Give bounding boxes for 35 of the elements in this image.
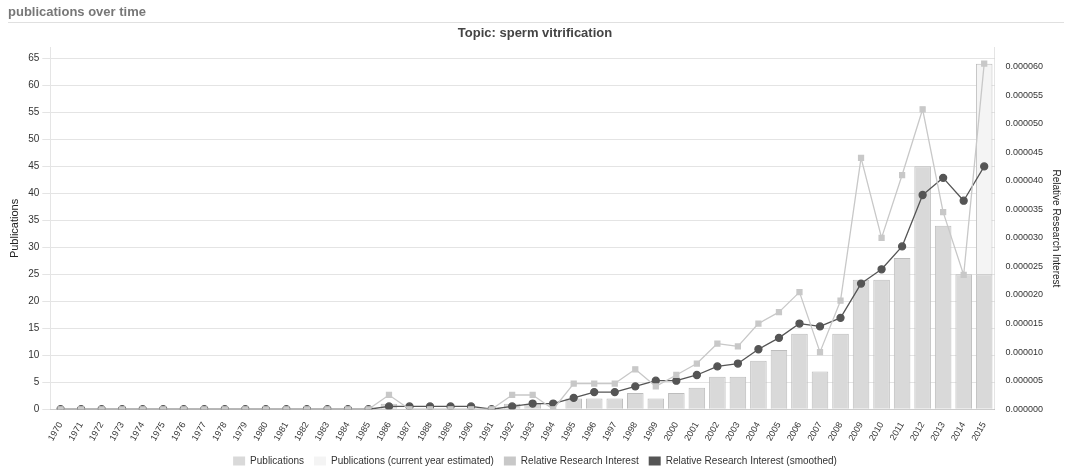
- y2-tick-label: 0.000060: [1005, 60, 1044, 71]
- y2-tick-label: 0.000005: [1005, 375, 1044, 386]
- y2-tick-label: 0.000000: [1005, 403, 1044, 414]
- y-tick-label: 50: [28, 133, 40, 145]
- y-tick-label: 10: [28, 349, 40, 361]
- y2-tick-label: 0.000055: [1005, 89, 1044, 100]
- y2-tick-label: 0.000020: [1005, 289, 1044, 300]
- y-tick-label: 35: [28, 214, 40, 226]
- y2-axis-title: Relative Research Interest: [1051, 169, 1063, 288]
- y-tick-label: 0: [33, 403, 40, 415]
- legend-label: Publications: [250, 454, 305, 466]
- y-tick-label: 15: [28, 322, 40, 334]
- y-tick-label: 55: [28, 106, 40, 118]
- y2-tick-label: 0.000015: [1005, 318, 1044, 329]
- y-tick-label: 5: [33, 376, 40, 388]
- y2-tick-label: 0.000030: [1005, 232, 1044, 243]
- chart-subtitle: Topic: sperm vitrification: [457, 25, 613, 41]
- y2-tick-label: 0.000035: [1005, 203, 1044, 214]
- chart-title: publications over time: [8, 4, 1064, 23]
- y2-tick-label: 0.000025: [1005, 260, 1044, 271]
- y-tick-label: 30: [28, 241, 40, 253]
- y-tick-label: 20: [28, 295, 40, 307]
- y2-tick-label: 0.000010: [1005, 346, 1044, 357]
- y-tick-label: 45: [28, 160, 40, 172]
- y-axis-title: Publications: [7, 198, 20, 259]
- legend-label: Relative Research Interest: [520, 454, 639, 466]
- y2-tick-label: 0.000045: [1005, 146, 1044, 157]
- y-tick-label: 65: [28, 52, 40, 64]
- y-tick-label: 25: [28, 268, 40, 280]
- legend-label: Relative Research Interest (smoothed): [665, 454, 837, 466]
- y2-tick-label: 0.000050: [1005, 118, 1044, 129]
- legend-label: Publications (current year estimated): [331, 454, 494, 466]
- y-tick-label: 60: [28, 79, 40, 91]
- y-tick-label: 40: [28, 187, 40, 199]
- y2-tick-label: 0.000040: [1005, 175, 1044, 186]
